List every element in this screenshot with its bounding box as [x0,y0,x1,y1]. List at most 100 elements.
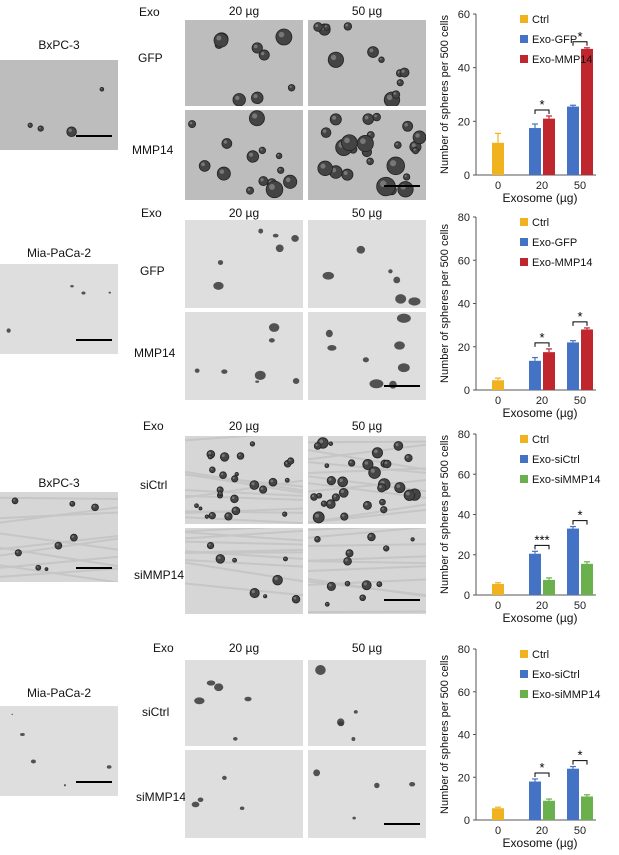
cell-sphere [232,507,240,515]
cell-sphere [205,515,208,518]
sphere-image [308,110,426,200]
cell-sphere [273,575,283,585]
cell-cluster [213,282,223,290]
sphere-highlight [208,452,211,455]
cell-cluster [269,323,279,332]
bar-series-b [543,801,555,820]
cell-sphere [195,504,199,508]
sphere-highlight [326,603,327,604]
sphere-highlight [334,495,337,498]
image-background [308,436,426,524]
sphere-highlight [252,113,257,118]
sphere-highlight [260,148,262,150]
cell-cluster [207,680,216,685]
cell-cluster [192,802,200,808]
sphere-highlight [365,503,368,506]
sphere-highlight [238,454,240,456]
cell-cluster [70,285,73,287]
sphere-image [308,660,426,746]
sphere-highlight [382,508,384,510]
parental-cell-image [0,60,118,150]
cell-sphere [387,157,405,175]
sphere-highlight [218,556,221,559]
sphere-highlight [224,140,227,143]
sphere-highlight [220,169,225,174]
y-tick-label: 0 [464,170,470,182]
cell-cluster [291,235,299,242]
y-tick-label: 0 [464,590,470,602]
sphere-highlight [71,502,73,504]
cell-sphere [283,557,287,561]
sphere-highlight [232,496,235,499]
cell-cluster [222,776,227,780]
bar-series-a [567,107,579,175]
cell-sphere [345,581,350,586]
cell-sphere [403,121,413,131]
sphere-highlight [236,473,237,474]
sphere-highlight [233,508,236,511]
cell-sphere [317,493,322,498]
cell-sphere [70,534,77,541]
legend-label: Ctrl [532,434,549,446]
cell-sphere [210,467,216,473]
sphere-highlight [210,514,212,516]
sphere-highlight [381,500,383,502]
sphere-highlight [339,479,342,482]
cell-sphere [377,582,382,587]
sphere-image [308,750,426,838]
cell-sphere [100,87,104,91]
sphere-highlight [364,582,367,585]
cell-sphere [252,43,262,53]
legend-label: Exo-GFP [532,34,577,46]
sphere-highlight [405,175,407,177]
cell-sphere [45,568,48,571]
sphere-highlight [344,138,350,144]
sphere-highlight [222,454,225,457]
exo-label: Exo [143,419,164,433]
cell-sphere [233,558,237,562]
sphere-highlight [260,178,263,181]
sphere-highlight [380,58,382,60]
cell-sphere [368,47,379,58]
sphere-highlight [396,484,400,488]
x-tick-label: 0 [495,600,501,612]
sphere-highlight [284,558,285,559]
cell-cluster [198,798,204,802]
legend-label: Exo-siCtrl [532,454,580,466]
sphere-highlight [312,495,314,497]
cell-sphere [292,595,300,603]
cell-sphere [36,565,41,570]
sphere-highlight [374,115,377,118]
sphere-highlight [209,456,210,457]
sphere-highlight [368,133,370,135]
cell-sphere [413,131,426,144]
cell-sphere [276,153,282,159]
cell-sphere [217,167,230,180]
y-tick-label: 80 [458,644,470,656]
sphere-highlight [371,469,375,473]
legend-swatch [520,55,528,63]
cell-cluster [81,291,85,294]
cell-cluster [409,782,415,787]
cell-sphere [276,29,292,45]
cell-sphere [411,538,414,541]
cell-sphere [216,555,225,564]
cell-sphere [348,460,354,466]
cell-cluster [388,269,392,273]
y-tick-label: 40 [458,510,470,522]
cell-sphere [264,595,267,598]
sphere-highlight [345,559,348,562]
cell-sphere [28,123,32,127]
legend-swatch [520,35,528,43]
significance-star: * [577,309,582,324]
y-axis-label: Number of spheres per 500 cells [439,655,451,814]
cell-sphere [357,135,373,151]
sphere-highlight [252,590,255,593]
cell-cluster [354,710,358,714]
legend-label: Exo-siMMP14 [532,474,600,486]
cell-sphere [220,472,227,479]
bar-series-a [529,554,541,595]
sphere-highlight [320,164,325,169]
